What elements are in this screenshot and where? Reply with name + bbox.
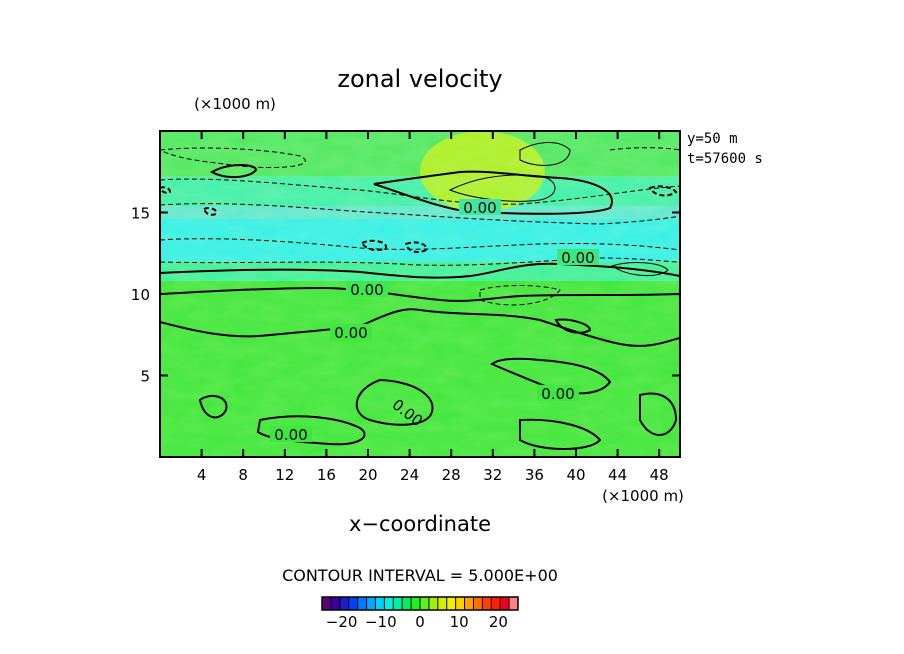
x-tick-label: 8 xyxy=(238,466,248,484)
x-tick-label: 36 xyxy=(525,466,544,484)
x-tick-label: 44 xyxy=(608,466,627,484)
colorbar-swatch xyxy=(446,597,456,610)
zero-contour-line xyxy=(209,164,258,178)
colorbar-swatch xyxy=(500,597,510,610)
negative-contour-line xyxy=(360,239,388,252)
colorbar-swatch xyxy=(322,597,332,610)
colorbar-swatch xyxy=(428,597,439,610)
colorbar xyxy=(321,596,519,611)
colorbar-swatch xyxy=(437,597,448,610)
colorbar-swatch xyxy=(482,597,492,610)
x-axis: 4 8 12 16 20 24 28 32 36 40 44 48 xyxy=(197,131,669,484)
negative-contour-line xyxy=(160,203,680,225)
colorbar-swatch xyxy=(491,597,501,610)
colorbar-swatch xyxy=(464,597,474,610)
contour-label: 0.00 xyxy=(463,199,496,217)
colorbar-tick-label: 10 xyxy=(450,613,469,631)
colorbar-tick-label: −20 xyxy=(326,613,358,631)
zero-contour-line xyxy=(554,318,592,334)
colorbar-swatch xyxy=(509,597,519,610)
x-unit-label: (×1000 m) xyxy=(602,487,684,505)
zero-contour-line xyxy=(519,418,602,450)
contour-interval-label: CONTOUR INTERVAL = 5.000E+00 xyxy=(282,566,558,585)
colorbar-swatch xyxy=(411,597,421,610)
colorbar-swatch xyxy=(393,597,403,610)
zero-contour-line xyxy=(355,378,434,426)
x-tick-label: 4 xyxy=(197,466,207,484)
colorbar-swatch xyxy=(339,597,350,610)
y-tick-label: 5 xyxy=(140,368,150,386)
colorbar-swatch xyxy=(375,597,385,610)
positive-contour-line xyxy=(519,142,571,166)
x-tick-label: 40 xyxy=(566,466,585,484)
positive-contour-line xyxy=(610,262,669,276)
colorbar-tick-label: 20 xyxy=(489,613,508,631)
contour-label: 0.00 xyxy=(541,385,574,403)
x-tick-label: 12 xyxy=(275,466,294,484)
x-tick-label: 32 xyxy=(483,466,502,484)
negative-contour-line xyxy=(609,147,680,151)
colorbar-swatch xyxy=(366,597,376,610)
zero-contour-line xyxy=(160,262,680,279)
negative-contour-line xyxy=(479,285,561,306)
x-tick-label: 16 xyxy=(317,466,336,484)
colorbar-swatch xyxy=(473,597,483,610)
annotation-y: y=50 m xyxy=(687,131,738,147)
colorbar-swatch xyxy=(330,597,341,610)
colorbar-frame xyxy=(321,596,519,611)
x-axis-title: x−coordinate xyxy=(349,512,491,536)
colorbar-tick-label: 0 xyxy=(415,613,425,631)
colorbar-ticks: −20 −10 0 10 20 xyxy=(326,613,508,631)
negative-contour-line xyxy=(202,206,218,216)
x-tick-label: 28 xyxy=(442,466,461,484)
colorbar-swatch xyxy=(348,597,358,610)
colorbar-swatch xyxy=(384,597,394,610)
y-tick-label: 10 xyxy=(131,286,150,304)
negative-contour-line xyxy=(160,178,680,205)
zero-contour-line xyxy=(639,392,678,436)
colorbar-swatch xyxy=(402,597,412,610)
x-tick-label: 48 xyxy=(650,466,669,484)
colorbar-swatch xyxy=(455,597,465,610)
x-tick-label: 24 xyxy=(400,466,419,484)
negative-contour-line xyxy=(404,241,428,253)
colorbar-swatch xyxy=(357,597,367,610)
colorbar-tick-label: −10 xyxy=(365,613,397,631)
zero-contour-line xyxy=(198,394,228,419)
negative-contour-line xyxy=(160,238,680,251)
x-tick-label: 20 xyxy=(358,466,377,484)
y-tick-label: 15 xyxy=(131,205,150,223)
annotation-t: t=57600 s xyxy=(687,151,763,167)
chart-title: zonal velocity xyxy=(337,65,502,93)
zero-contour-line xyxy=(490,357,612,395)
colorbar-swatch xyxy=(420,597,430,610)
negative-contour-line xyxy=(160,186,172,194)
contour-label: 0.00 xyxy=(334,324,367,342)
zero-contour-line xyxy=(160,308,680,347)
negative-contour-line xyxy=(160,257,680,266)
y-axis: 5 10 15 xyxy=(131,205,680,386)
negative-contour-line xyxy=(160,147,306,169)
zero-contour-line xyxy=(160,286,680,302)
contour-label: 0.00 xyxy=(561,249,594,267)
contour-label: 0.00 xyxy=(274,426,307,444)
y-unit-label: (×1000 m) xyxy=(194,95,276,113)
contour-label: 0.00 xyxy=(350,281,383,299)
negative-contour-line xyxy=(648,185,678,197)
